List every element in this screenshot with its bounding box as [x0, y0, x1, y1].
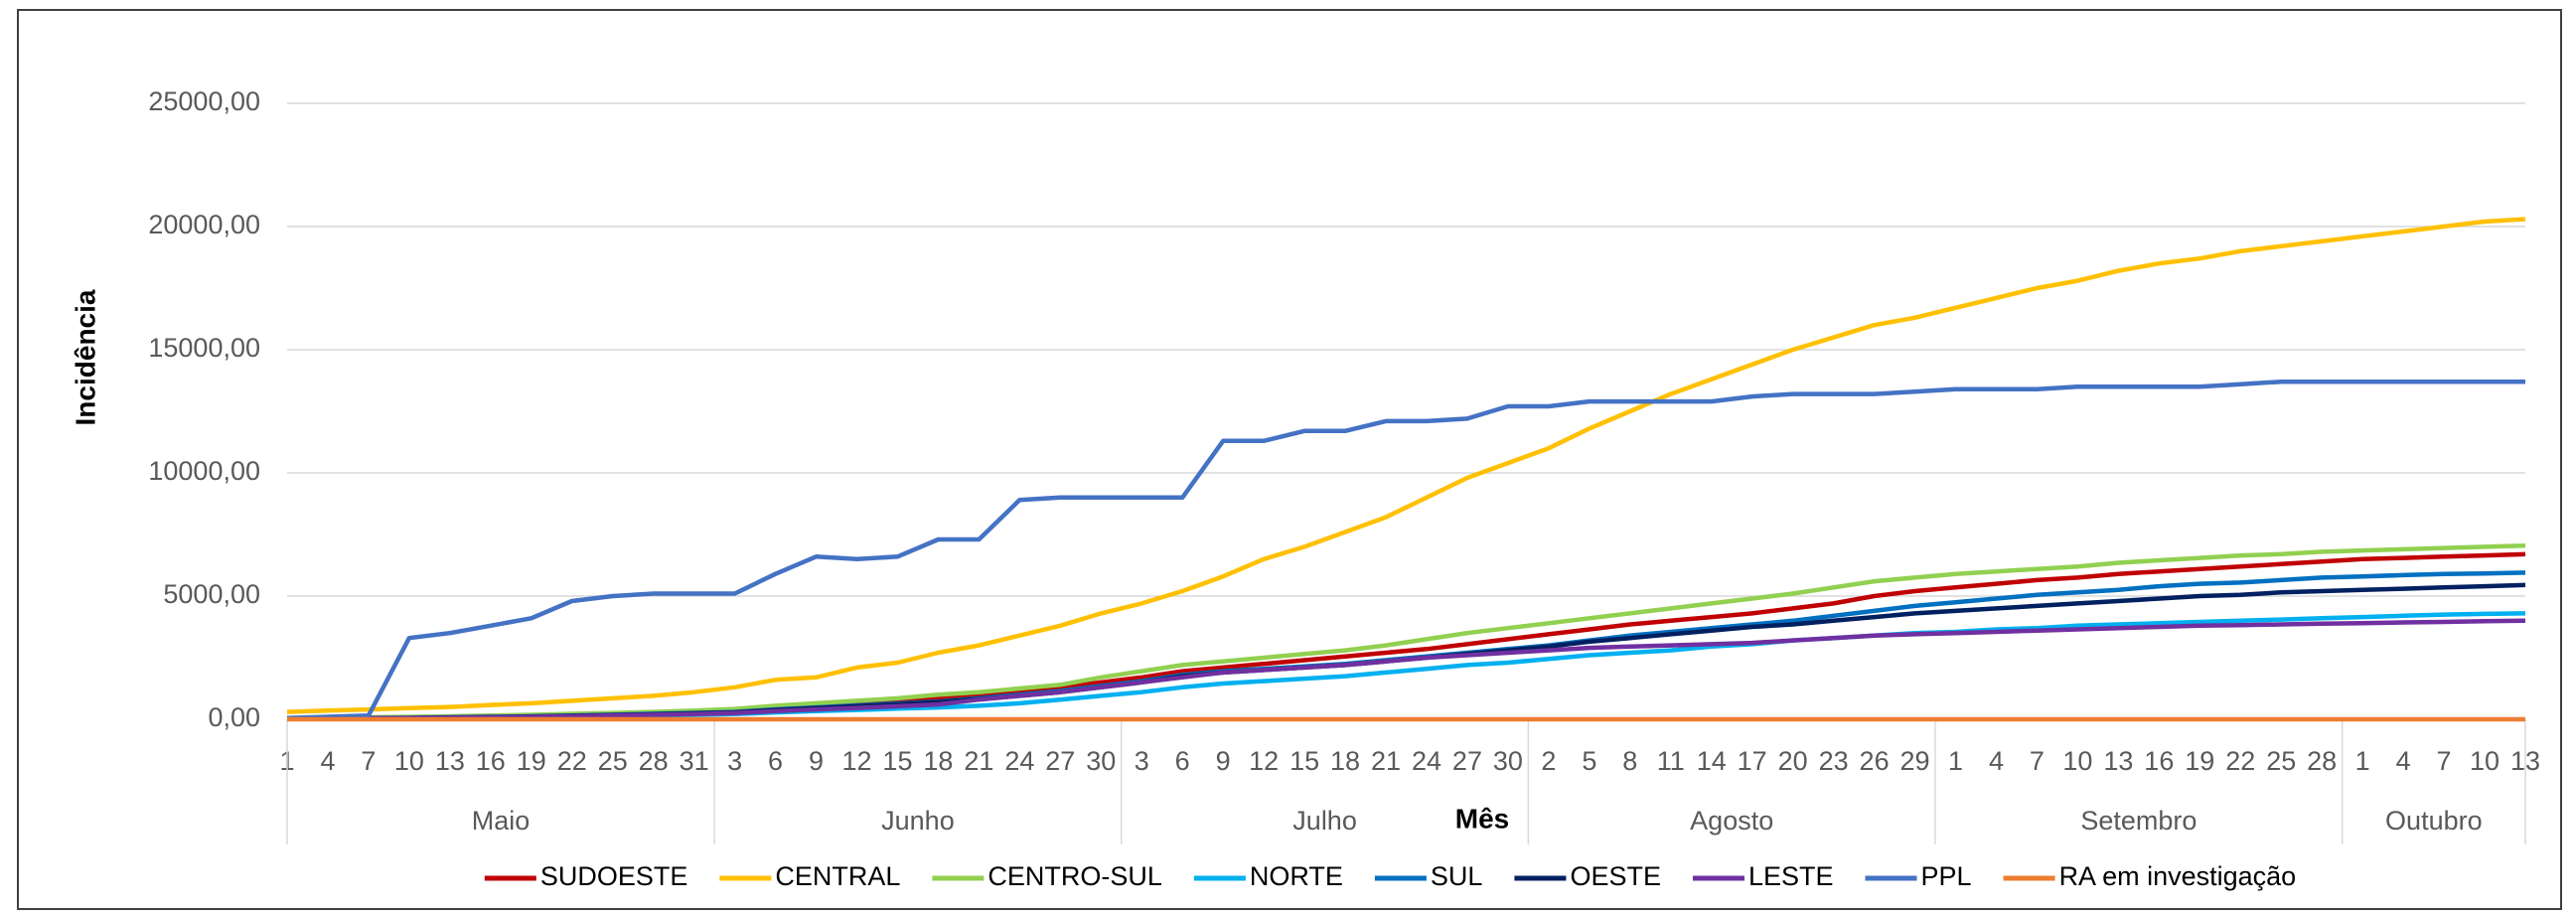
x-tick-label: 27 [1045, 746, 1075, 776]
legend-label: LESTE [1748, 861, 1834, 891]
x-tick-label: 3 [1135, 746, 1149, 776]
x-tick-label: 18 [923, 746, 953, 776]
series-line [286, 379, 2525, 721]
x-tick-label: 20 [1778, 746, 1808, 776]
x-tick-label: 10 [2470, 746, 2500, 776]
legend-label: NORTE [1250, 861, 1343, 891]
legend-label: CENTRAL [775, 861, 900, 891]
x-tick-label: 15 [1289, 746, 1319, 776]
x-tick-label: 16 [2144, 746, 2174, 776]
x-tick-label: 22 [2225, 746, 2255, 776]
x-tick-label: 14 [1697, 746, 1727, 776]
legend-label: RA em investigação [2059, 861, 2297, 891]
legend-label: PPL [1921, 861, 1972, 891]
x-tick-label: 1 [2355, 746, 2370, 776]
x-tick-label: 26 [1860, 746, 1890, 776]
x-group-label: Julho [1292, 806, 1357, 836]
y-tick-label: 20000,00 [148, 210, 260, 239]
legend-label: SUDOESTE [540, 861, 688, 891]
x-tick-label: 22 [557, 746, 587, 776]
x-tick-label: 24 [1412, 746, 1441, 776]
x-tick-label: 30 [1086, 746, 1116, 776]
y-tick-label: 15000,00 [148, 333, 260, 363]
x-tick-label: 6 [1175, 746, 1190, 776]
x-tick-label: 13 [2103, 746, 2133, 776]
x-tick-label: 23 [1819, 746, 1849, 776]
y-tick-label: 0,00 [208, 702, 260, 732]
x-axis-label: Mês [1455, 803, 1509, 834]
x-tick-label: 4 [1989, 746, 2004, 776]
series-line [286, 618, 2526, 721]
x-tick-label: 13 [435, 746, 465, 776]
x-tick-label: 21 [1371, 746, 1401, 776]
x-group-label: Junho [881, 806, 955, 836]
x-tick-label: 5 [1582, 746, 1596, 776]
y-tick-label: 10000,00 [148, 456, 260, 486]
x-tick-label: 18 [1330, 746, 1360, 776]
legend-label: SUL [1431, 861, 1483, 891]
x-tick-label: 29 [1900, 746, 1930, 776]
x-tick-label: 2 [1541, 746, 1556, 776]
x-group-label: Maio [472, 806, 530, 836]
x-tick-label: 28 [639, 746, 669, 776]
x-tick-label: 3 [727, 746, 742, 776]
x-tick-label: 28 [2307, 746, 2337, 776]
chart-border [17, 9, 2562, 910]
x-group-label: Outubro [2385, 806, 2483, 836]
x-tick-label: 1 [1948, 746, 1963, 776]
x-tick-label: 19 [2185, 746, 2214, 776]
legend-label: OESTE [1570, 861, 1661, 891]
x-tick-label: 7 [2030, 746, 2045, 776]
x-tick-label: 6 [768, 746, 783, 776]
x-tick-label: 31 [680, 746, 709, 776]
y-axis-label: Incidência [70, 289, 100, 425]
x-tick-label: 4 [320, 746, 335, 776]
legend-label: CENTRO-SUL [987, 861, 1162, 891]
x-tick-label: 27 [1452, 746, 1482, 776]
y-tick-label: 25000,00 [148, 86, 260, 116]
x-tick-label: 17 [1738, 746, 1767, 776]
x-tick-label: 30 [1493, 746, 1523, 776]
x-tick-label: 15 [882, 746, 912, 776]
x-tick-label: 8 [1622, 746, 1637, 776]
x-tick-label: 9 [809, 746, 824, 776]
x-tick-label: 12 [1249, 746, 1279, 776]
series-line [286, 217, 2526, 714]
x-group-label: Setembro [2080, 806, 2197, 836]
y-tick-label: 5000,00 [163, 579, 260, 609]
x-tick-label: 9 [1216, 746, 1231, 776]
x-tick-label: 24 [1004, 746, 1034, 776]
x-group-label: Agosto [1690, 806, 1773, 836]
x-tick-label: 7 [361, 746, 376, 776]
x-tick-label: 25 [2266, 746, 2296, 776]
x-tick-label: 10 [2062, 746, 2092, 776]
x-tick-label: 19 [517, 746, 546, 776]
x-tick-label: 4 [2396, 746, 2411, 776]
x-tick-label: 12 [841, 746, 871, 776]
x-tick-label: 11 [1657, 746, 1685, 776]
x-tick-label: 10 [394, 746, 424, 776]
x-tick-label: 16 [476, 746, 506, 776]
x-tick-label: 25 [598, 746, 628, 776]
x-tick-label: 21 [964, 746, 993, 776]
x-tick-label: 7 [2437, 746, 2452, 776]
